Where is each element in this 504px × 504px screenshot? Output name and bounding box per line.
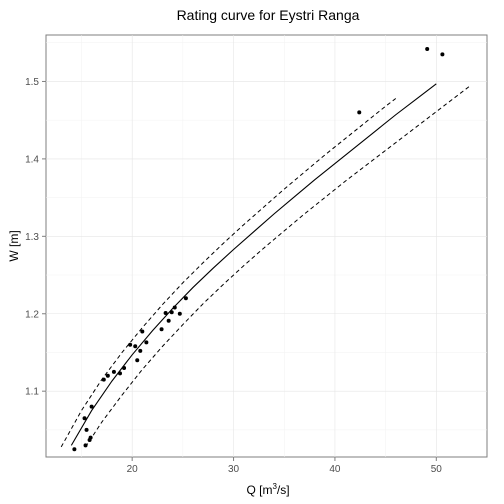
y-axis-label: W [m] [7, 230, 21, 261]
y-tick-label: 1.2 [25, 309, 39, 320]
x-tick-label: 50 [431, 464, 443, 475]
observation-point [89, 404, 94, 409]
x-tick-label: 30 [228, 464, 240, 475]
observation-point [82, 416, 87, 421]
observation-point [84, 427, 89, 432]
upper-prediction-band [60, 98, 397, 448]
observation-point [169, 310, 174, 315]
x-axis-label-main: Q [m [246, 483, 272, 497]
x-tick-label: 40 [329, 464, 341, 475]
fitted-rating-curve [70, 83, 437, 446]
observation-point [111, 369, 116, 374]
y-tick-label: 1.5 [25, 77, 39, 88]
observation-point [140, 329, 145, 334]
observation-point [172, 305, 177, 310]
observation-point [101, 377, 106, 382]
observation-point [166, 318, 171, 323]
observation-point [138, 348, 143, 353]
x-axis-label: Q [m3/s] [246, 482, 289, 497]
observation-point [105, 373, 110, 378]
observation-point [128, 342, 133, 347]
observation-point [135, 358, 140, 363]
prediction-bands [60, 85, 471, 448]
observation-point [72, 447, 77, 452]
observation-point [177, 311, 182, 316]
x-axis-label-tail: /s] [277, 483, 290, 497]
observation-point [122, 365, 127, 370]
observation-point [159, 327, 164, 332]
observation-point [425, 46, 430, 51]
grid-lines [46, 35, 487, 457]
observation-point [118, 371, 123, 376]
y-tick-label: 1.3 [25, 232, 39, 243]
axis-ticks: 20 30 40 50 1.1 1.2 1.3 1.4 1.5 [25, 77, 442, 475]
observation-point [183, 296, 188, 301]
observation-point [88, 435, 93, 440]
observation-point [440, 52, 445, 57]
x-axis-label-superscript: 3 [272, 482, 277, 491]
y-tick-label: 1.1 [25, 387, 39, 398]
lower-prediction-band [85, 85, 471, 448]
fitted-curve [70, 83, 437, 446]
plot-panel [45, 34, 488, 458]
observation-point [133, 344, 138, 349]
observation-points [72, 46, 445, 452]
x-tick-label: 20 [127, 464, 139, 475]
chart-title: Rating curve for Eystri Ranga [177, 7, 360, 23]
observation-point [83, 443, 88, 448]
observation-point [144, 340, 149, 345]
observation-point [163, 310, 168, 315]
y-tick-label: 1.4 [25, 154, 39, 165]
observation-point [357, 110, 362, 115]
